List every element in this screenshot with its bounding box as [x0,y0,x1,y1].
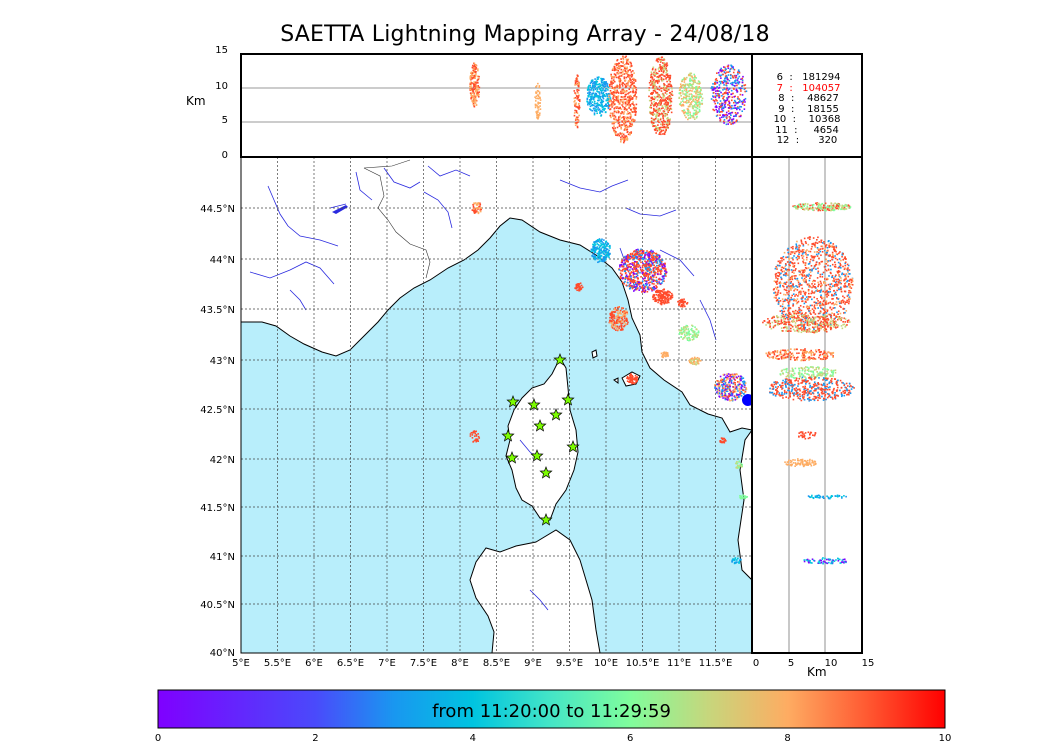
colorbar-tick: 6 [627,733,634,744]
station-star-icon [549,408,563,421]
rivers [249,165,733,611]
station-star-icon [506,395,520,408]
right-x-tick: 5 [788,658,794,669]
colorbar-tick: 10 [938,733,952,744]
right-panel-x-ticks: 0 5 10 15 [753,658,875,669]
altitude-count-row: 9 : 18155 [775,103,839,115]
lon-tick-label: 5°E [232,658,250,669]
sardinia [469,529,601,653]
station-star-icon [530,449,544,462]
lon-tick-label: 5.5°E [264,658,291,669]
small-island [613,377,619,384]
colorbar-tick: 0 [154,733,162,744]
map-gridlines [241,157,752,653]
lat-tick-labels: 40°N 40.5°N 41°N 41.5°N 42°N 42.5°N 43°N 43.5°N… [200,204,235,659]
altitude-count-row: 6 : 181294 [773,72,841,83]
right-panel-xlabel: Km [807,665,827,679]
top-panel-y-ticks: 0 5 10 15 [215,45,228,161]
mainland [241,157,752,433]
right-x-tick: 10 [825,658,838,669]
lon-tick-label: 6°E [305,658,323,669]
station-star-icon [527,398,541,411]
colorbar-tick: 4 [469,733,476,744]
altitude-count-row: 12 : 320 [776,135,838,146]
lon-tick-label: 7°E [378,658,396,669]
right-panel-frame [751,156,863,654]
altitude-count-row: 11 : 4654 [775,124,839,136]
right-panel-area [752,157,862,653]
map-area [241,157,752,653]
right-x-tick: 15 [862,658,875,669]
right-x-tick: 0 [753,658,759,669]
corsica [505,356,579,521]
station-star-icon [561,393,575,406]
lat-tick-label: 43.5°N [200,305,235,316]
plot-title: SAETTA Lightning Mapping Array - 24/08/1… [280,22,770,47]
top-lightning-sources [469,55,748,144]
top-y-tick: 5 [222,115,228,126]
lat-tick-label: 41°N [210,552,235,563]
lon-tick-label: 6.5°E [337,658,364,669]
station-star-icon [553,353,567,366]
station-star-icon [501,429,515,442]
altitude-count-row: 8 : 48627 [775,93,839,104]
lat-tick-label: 42°N [210,455,235,466]
top-y-tick: 10 [215,81,228,92]
lon-tick-labels: 5°E 5.5°E 6°E 6.5°E 7°E 7.5°E 8°E 8.5°E 9°E 9.5°E… [232,658,732,669]
top-panel-ylabel: Km [186,94,206,108]
lon-tick-label: 11°E [667,658,691,669]
top-y-tick: 0 [222,150,228,161]
lat-tick-label: 40°N [210,648,235,659]
lon-tick-label: 11.5°E [699,658,733,669]
lat-tick-label: 42.5°N [200,405,235,416]
lon-tick-label: 9.5°E [556,658,583,669]
station-star-icon [566,440,580,453]
small-island [591,349,598,359]
right-lightning-sources [762,202,855,565]
colorbar-tick: 8 [784,733,791,744]
lma-stations [501,353,580,526]
lon-tick-label: 9°E [524,658,542,669]
lat-tick-label: 40.5°N [200,600,235,611]
lon-tick-label: 8°E [451,658,469,669]
lat-tick-label: 44°N [210,255,235,266]
lon-tick-label: 7.5°E [410,658,437,669]
altitude-counts-table: 6 : 181294 7 : 104057 8 : 48627 9 : 1815… [752,72,862,147]
top-y-tick: 15 [215,45,228,56]
lake [332,205,348,214]
colorbar-label: from 11:20:00 to 11:29:59 [432,701,671,722]
map-lightning-sources [469,202,749,565]
lon-tick-label: 10°E [594,658,618,669]
altitude-count-row: 7 : 104057 [773,82,841,94]
highlight-marker [742,394,752,406]
station-star-icon [505,451,519,464]
lat-tick-label: 43°N [210,356,235,367]
station-star-icon [539,513,553,526]
colorbar [157,689,946,729]
lat-tick-label: 44.5°N [200,204,235,215]
colorbar-tick: 2 [312,733,319,744]
station-star-icon [533,419,547,432]
station-star-icon [539,466,553,479]
lon-tick-label: 10.5°E [626,658,660,669]
borders [363,159,431,279]
lon-tick-label: 8.5°E [483,658,510,669]
top-panel-area [241,54,752,157]
altitude-count-row: 10 : 10368 [773,114,841,125]
lat-tick-label: 41.5°N [200,503,235,514]
